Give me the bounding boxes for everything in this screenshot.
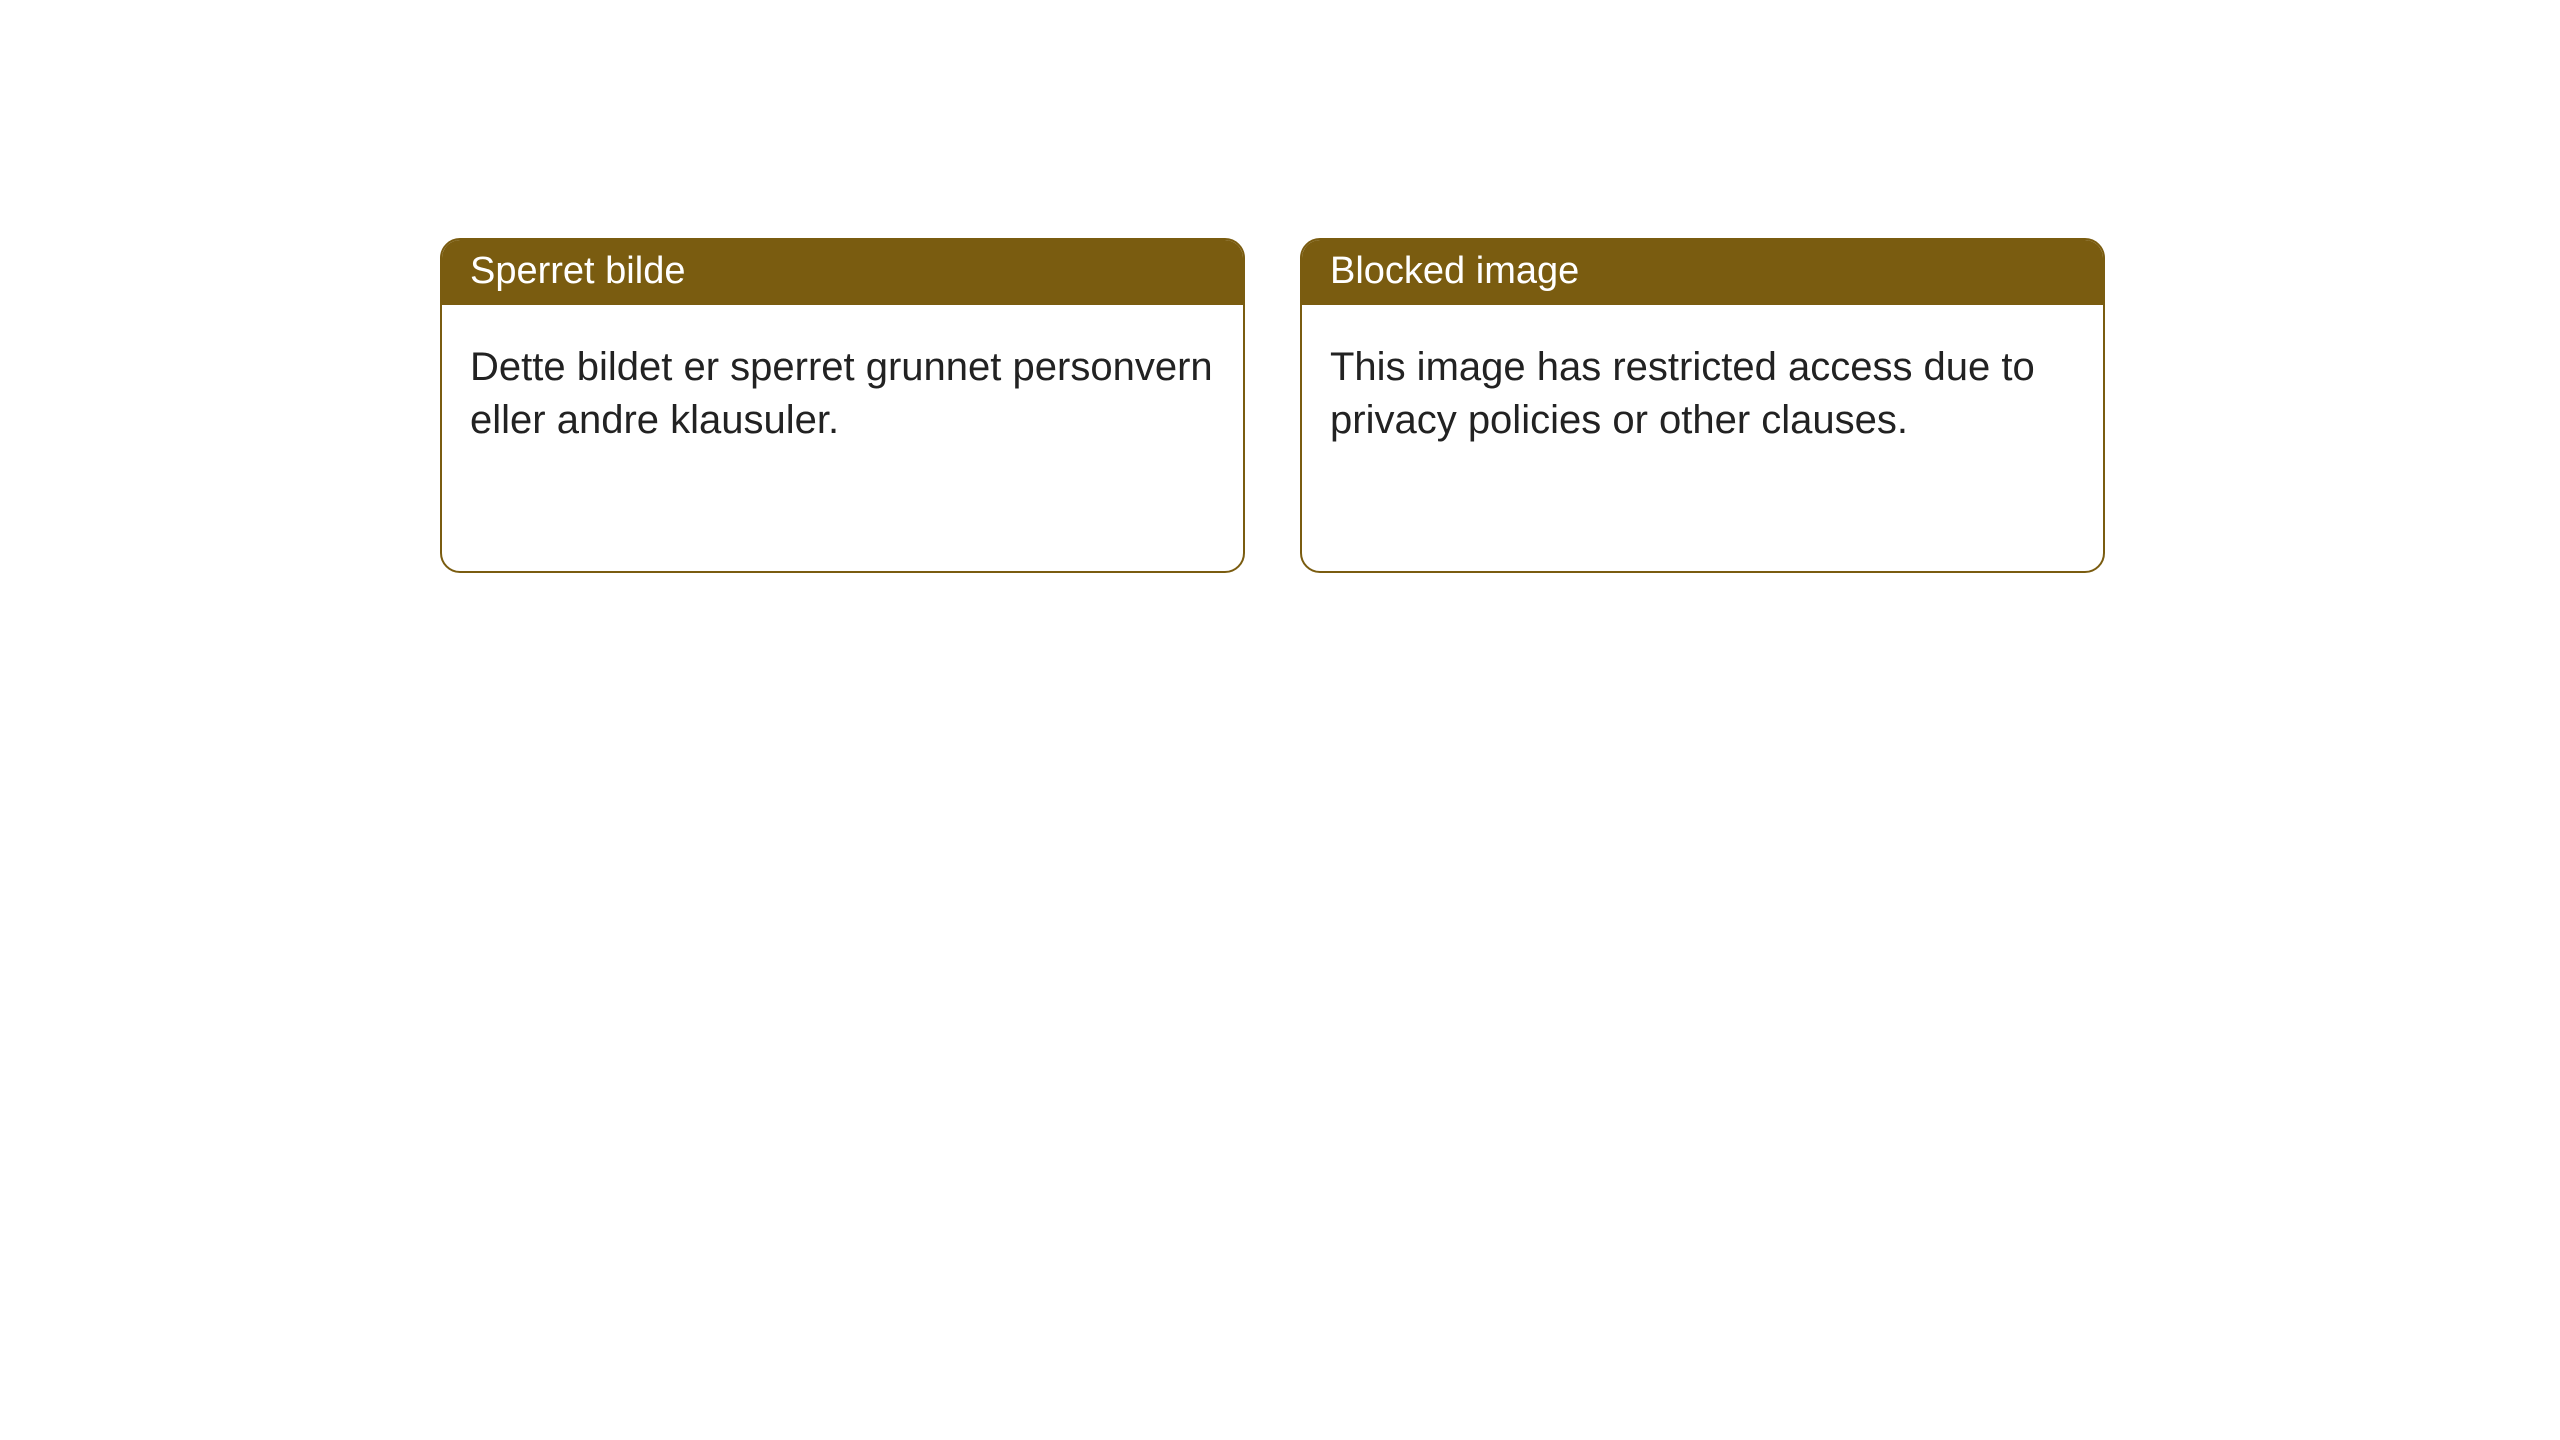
notice-container: Sperret bilde Dette bildet er sperret gr… bbox=[0, 0, 2560, 573]
notice-card-en: Blocked image This image has restricted … bbox=[1300, 238, 2105, 573]
notice-body-en: This image has restricted access due to … bbox=[1302, 305, 2103, 475]
notice-card-no: Sperret bilde Dette bildet er sperret gr… bbox=[440, 238, 1245, 573]
notice-title-no: Sperret bilde bbox=[442, 240, 1243, 305]
notice-body-no: Dette bildet er sperret grunnet personve… bbox=[442, 305, 1243, 475]
notice-title-en: Blocked image bbox=[1302, 240, 2103, 305]
